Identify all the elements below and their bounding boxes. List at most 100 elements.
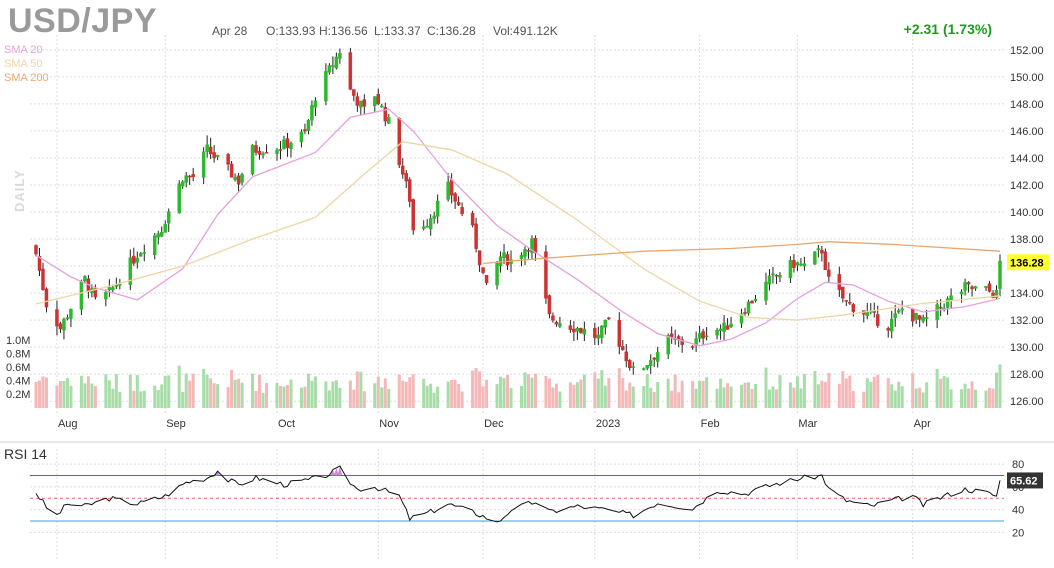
volume-bar xyxy=(453,379,457,408)
volume-bar xyxy=(600,370,604,408)
volume-bar xyxy=(519,385,523,408)
volume-bar xyxy=(436,386,440,408)
rsi-last-label: 65.62 xyxy=(1010,475,1038,487)
volume-bar xyxy=(799,388,803,408)
volume-bar xyxy=(355,371,359,408)
volume-bar xyxy=(900,386,904,408)
candle-body xyxy=(823,251,828,271)
volume-bar xyxy=(652,392,656,408)
candle-body xyxy=(750,301,754,304)
volume-bar xyxy=(202,368,206,408)
volume-bar xyxy=(446,381,450,408)
volume-bar xyxy=(383,378,387,408)
candle-body xyxy=(645,364,649,369)
volume-bar xyxy=(90,383,94,408)
candle-body xyxy=(226,154,230,165)
candle-body xyxy=(303,129,307,132)
candle-body xyxy=(254,145,258,153)
candle-body xyxy=(718,328,723,332)
volume-bar xyxy=(432,392,436,408)
volume-bar xyxy=(946,377,950,408)
candle-body xyxy=(502,252,506,258)
last-price-label: 136.28 xyxy=(1010,257,1044,269)
candle-body xyxy=(694,338,698,346)
volume-bar xyxy=(872,376,876,408)
candle-body xyxy=(628,360,632,369)
volume-bar xyxy=(481,386,485,408)
volume-bar xyxy=(209,378,213,408)
candle-body xyxy=(963,282,967,291)
price-axis-tick: 140.00 xyxy=(1010,207,1044,219)
candle-body xyxy=(792,260,796,268)
candle-body xyxy=(945,298,950,308)
candle-body xyxy=(739,313,744,324)
price-axis-tick: 130.00 xyxy=(1010,342,1044,354)
candle-body xyxy=(966,282,971,285)
candle-body xyxy=(841,286,845,299)
volume-bar xyxy=(411,374,415,408)
candle-body xyxy=(715,330,719,336)
volume-bar xyxy=(422,378,426,408)
volume-bar xyxy=(303,386,307,408)
candle-body xyxy=(166,211,171,224)
volume-bar xyxy=(55,385,59,408)
candle-body xyxy=(212,152,216,159)
volume-bar xyxy=(226,387,230,408)
volume-bar xyxy=(348,380,352,408)
candle-body xyxy=(118,284,122,286)
candle-body xyxy=(795,262,800,266)
candle-body xyxy=(257,150,262,155)
candle-body xyxy=(949,295,953,301)
candle-body xyxy=(764,281,768,301)
volume-bar xyxy=(111,388,115,408)
candle-body xyxy=(935,304,939,320)
candle-body xyxy=(327,65,332,73)
volume-bar xyxy=(156,389,160,408)
x-axis-tick: Mar xyxy=(798,418,817,430)
volume-axis-tick: 0.4M xyxy=(6,376,30,388)
volume-bar xyxy=(795,376,799,408)
volume-bar xyxy=(572,384,576,408)
candle-body xyxy=(240,174,244,183)
candle-body xyxy=(914,313,918,320)
candle-body xyxy=(896,310,901,313)
volume-bar xyxy=(397,374,401,408)
candle-body xyxy=(62,318,66,331)
volume-bar xyxy=(530,377,534,408)
volume-bar xyxy=(991,388,995,408)
volume-bar xyxy=(310,380,314,408)
volume-bar xyxy=(240,382,244,408)
volume-bar xyxy=(593,372,597,408)
candle-body xyxy=(278,149,283,151)
candle-body xyxy=(421,226,426,229)
candle-body xyxy=(505,254,510,266)
volume-bar xyxy=(265,383,269,408)
volume-bar xyxy=(404,381,408,408)
volume-bar xyxy=(474,368,478,408)
volume-bar xyxy=(387,388,391,408)
volume-bar xyxy=(425,385,429,408)
candle-body xyxy=(771,273,775,276)
volume-bar xyxy=(230,369,234,408)
price-axis-tick: 134.00 xyxy=(1010,288,1044,300)
price-axis-tick: 146.00 xyxy=(1010,126,1044,138)
volume-axis-tick: 0.6M xyxy=(6,362,30,374)
candle-body xyxy=(310,105,314,121)
price-axis-tick: 128.00 xyxy=(1010,369,1044,381)
candle-body xyxy=(376,94,381,105)
volume-bar xyxy=(401,380,405,408)
candle-body xyxy=(261,153,265,156)
candle-body xyxy=(425,226,429,228)
volume-bar xyxy=(837,383,841,408)
candle-body xyxy=(648,360,653,366)
candle-body xyxy=(359,100,363,108)
high-value: H:136.56 xyxy=(319,24,368,38)
rsi-title: RSI 14 xyxy=(4,446,47,462)
volume-bar xyxy=(502,377,506,408)
candle-body xyxy=(187,175,192,178)
volume-bar xyxy=(205,374,209,408)
candle-body xyxy=(725,325,730,330)
volume-bar xyxy=(865,378,869,408)
candle-body xyxy=(876,314,880,326)
volume-bar xyxy=(128,374,132,408)
